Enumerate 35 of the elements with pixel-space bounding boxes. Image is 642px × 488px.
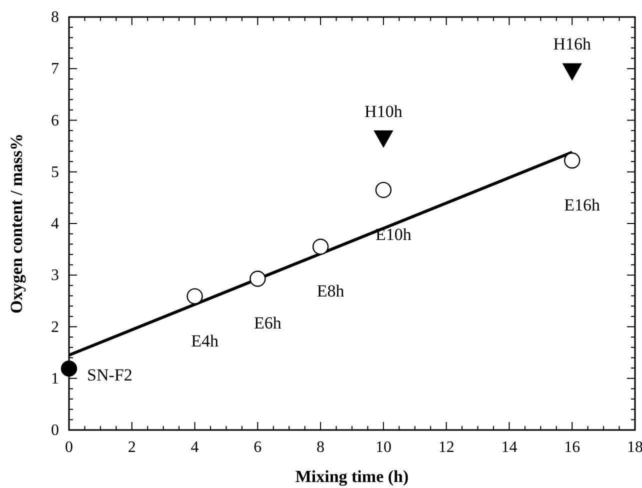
x-tick-label: 4 (190, 439, 199, 456)
annotation: E4h (191, 331, 219, 350)
point (250, 270, 266, 287)
annotation: SN-F2 (87, 366, 132, 385)
y-tick-label: 0 (51, 422, 59, 439)
annotation: H16h (553, 34, 592, 54)
annotation: E6h (254, 314, 282, 333)
x-axis-title: Mixing time (h) (295, 467, 409, 486)
x-tick-label: 0 (65, 439, 73, 456)
x-tick-label: 6 (254, 439, 262, 456)
y-tick-label: 4 (51, 216, 59, 232)
y-tick-label: 1 (51, 370, 59, 388)
x-tick-label: 8 (316, 439, 325, 456)
annotation: E16h (564, 196, 601, 215)
y-tick-label: 3 (51, 267, 59, 284)
point (186, 288, 203, 304)
x-tick-label: 10 (375, 439, 392, 456)
annotation: E8h (316, 282, 345, 301)
y-tick-label: 2 (51, 318, 59, 336)
x-tick-label: 14 (501, 439, 518, 456)
point (60, 360, 78, 377)
x-tick-label: 16 (564, 439, 580, 456)
y-tick-label: 6 (51, 112, 59, 130)
y-tick-label: 7 (51, 60, 59, 78)
point (564, 152, 580, 169)
point (562, 63, 582, 80)
point (312, 238, 329, 255)
y-tick-label: 8 (51, 9, 59, 26)
annotation: H10h (364, 102, 403, 121)
x-tick-label: 12 (438, 439, 454, 456)
y-tick-label: 5 (51, 164, 59, 181)
point (375, 182, 392, 198)
point (374, 130, 393, 148)
x-tick-label: 2 (128, 439, 136, 456)
y-axis-title: Oxygen content / mass% (7, 134, 26, 314)
